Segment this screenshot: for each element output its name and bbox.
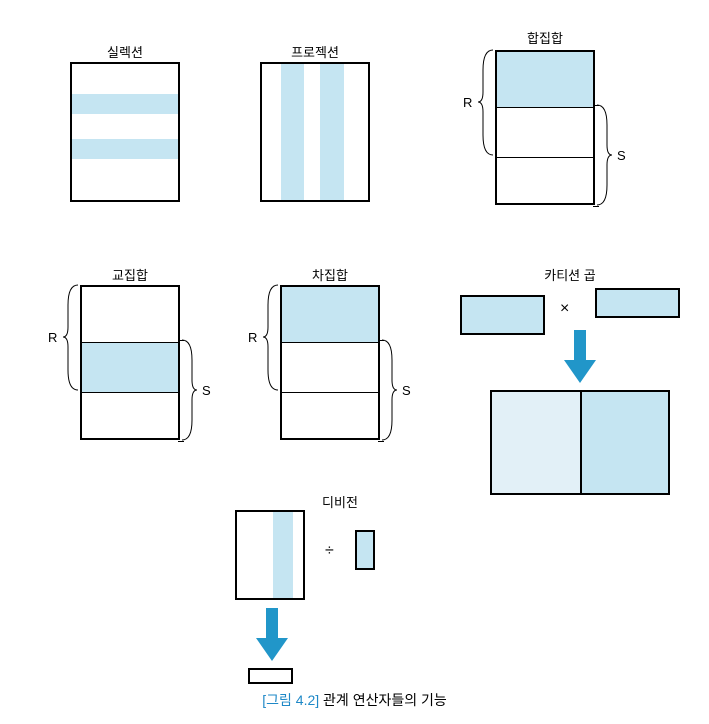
figure-container: 실렉션 프로젝션 합집합 R S 교집합 R S 차집합 [20, 20, 689, 704]
union-r-brace [478, 50, 493, 155]
difference-r-label: R [248, 330, 257, 345]
difference-divider [282, 392, 378, 393]
union-box [495, 50, 595, 205]
intersection-fill [82, 342, 178, 392]
union-fill [497, 52, 593, 107]
division-divisor-box [355, 530, 375, 570]
intersection-r-brace [63, 285, 78, 390]
caption-number: [그림 4.2] [262, 692, 319, 708]
intersection-box [80, 285, 180, 440]
cartesian-left-box [460, 295, 545, 335]
cartesian-arrow [560, 330, 600, 385]
union-s-extension [593, 105, 599, 207]
difference-s-label: S [402, 383, 411, 398]
division-result-box [248, 668, 293, 684]
projection-band [281, 64, 304, 200]
union-s-label: S [617, 148, 626, 163]
cartesian-result-divider [580, 392, 582, 493]
caption-text: 관계 연산자들의 기능 [323, 692, 447, 708]
selection-title: 실렉션 [70, 42, 180, 61]
projection-band [320, 64, 343, 200]
figure-caption: [그림 4.2] 관계 연산자들의 기능 [20, 690, 689, 710]
division-arrow [252, 608, 292, 663]
division-dividend-band [273, 512, 293, 598]
cartesian-title: 카티션 곱 [520, 265, 620, 284]
intersection-s-label: S [202, 383, 211, 398]
difference-fill [282, 287, 378, 342]
difference-r-brace [263, 285, 278, 390]
intersection-s-brace [182, 340, 197, 440]
union-title: 합집합 [470, 28, 620, 47]
difference-divider [282, 342, 378, 343]
intersection-title: 교집합 [80, 265, 180, 284]
projection-title: 프로젝션 [260, 42, 370, 61]
difference-s-brace [382, 340, 397, 440]
selection-band [72, 94, 178, 114]
union-divider [497, 107, 593, 108]
intersection-divider [82, 392, 178, 393]
division-title: 디비전 [300, 492, 380, 511]
cartesian-result-box [490, 390, 670, 495]
cartesian-result-right [580, 392, 668, 493]
difference-box [280, 285, 380, 440]
selection-box [70, 62, 180, 202]
difference-title: 차집합 [280, 265, 380, 284]
selection-band [72, 139, 178, 159]
union-s-brace [597, 105, 612, 205]
intersection-r-label: R [48, 330, 57, 345]
union-divider [497, 157, 593, 158]
intersection-divider [82, 342, 178, 343]
union-r-label: R [463, 95, 472, 110]
intersection-s-extension [178, 340, 184, 442]
division-symbol: ÷ [325, 542, 334, 560]
difference-s-extension [378, 340, 384, 442]
projection-box [260, 62, 370, 202]
cartesian-symbol: × [560, 300, 569, 318]
cartesian-result-left [492, 392, 580, 493]
division-dividend-box [235, 510, 305, 600]
cartesian-right-box [595, 288, 680, 318]
